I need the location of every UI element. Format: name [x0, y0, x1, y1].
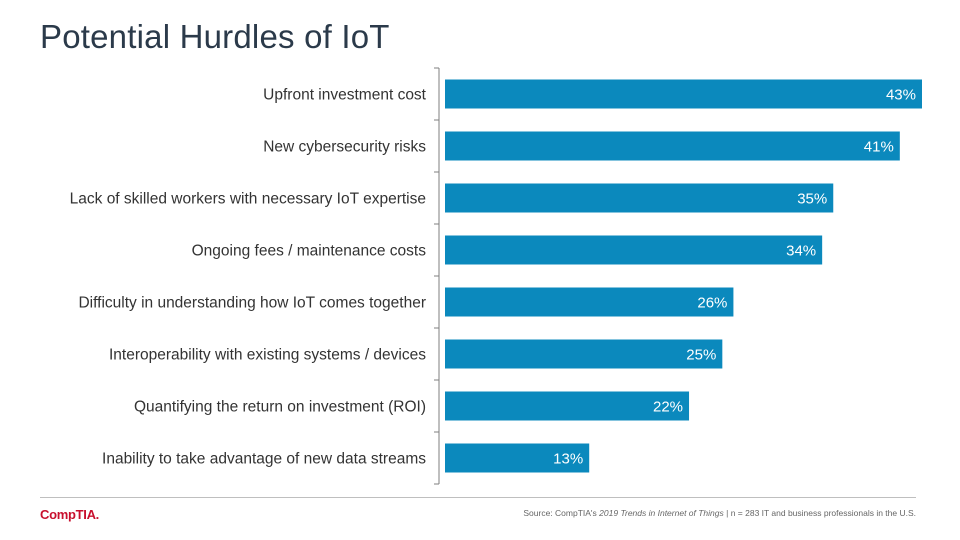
category-label: Lack of skilled workers with necessary I…	[70, 191, 426, 208]
category-label: Difficulty in understanding how IoT come…	[78, 295, 426, 312]
bar	[445, 443, 590, 473]
bar	[445, 339, 723, 369]
data-label: 22%	[653, 399, 683, 416]
category-label: Quantifying the return on investment (RO…	[134, 399, 426, 416]
category-label: Ongoing fees / maintenance costs	[192, 243, 427, 260]
data-label: 25%	[686, 347, 716, 364]
footer-divider	[40, 497, 916, 498]
bar	[445, 287, 734, 317]
bar	[445, 79, 922, 109]
category-label: Upfront investment cost	[263, 87, 427, 104]
bar	[445, 391, 690, 421]
data-label: 43%	[886, 87, 916, 104]
data-label: 41%	[864, 139, 894, 156]
category-label: New cybersecurity risks	[263, 139, 426, 156]
bar	[445, 131, 900, 161]
data-label: 26%	[697, 295, 727, 312]
source-note: Source: CompTIA's 2019 Trends in Interne…	[523, 508, 916, 518]
source-prefix: Source: CompTIA's	[523, 508, 600, 518]
bar	[445, 183, 834, 213]
category-label: Interoperability with existing systems /…	[109, 347, 426, 364]
bar	[445, 235, 823, 265]
source-report-title: 2019 Trends in Internet of Things	[599, 508, 724, 518]
data-label: 34%	[786, 243, 816, 260]
comptia-logo: CompTIA.	[40, 507, 99, 522]
data-label: 13%	[553, 451, 583, 468]
category-label: Inability to take advantage of new data …	[102, 451, 426, 468]
page-title: Potential Hurdles of IoT	[40, 18, 390, 55]
data-label: 35%	[797, 191, 827, 208]
source-suffix: | n = 283 IT and business professionals …	[723, 508, 916, 518]
